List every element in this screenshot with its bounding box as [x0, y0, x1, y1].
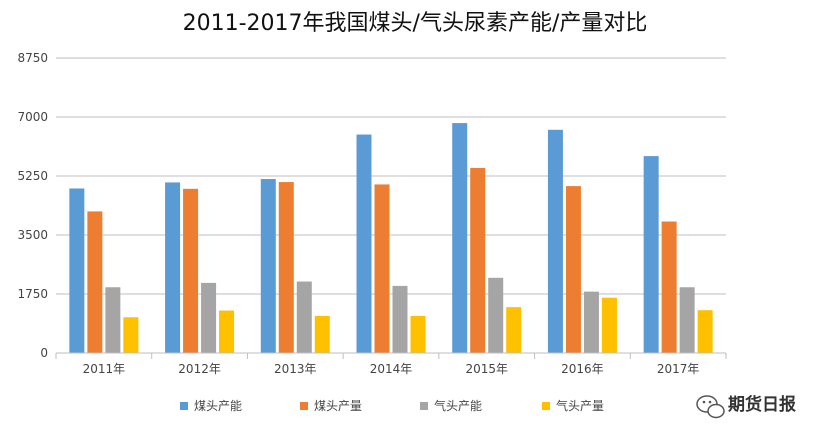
x-tick-label: 2017年 — [657, 362, 700, 376]
bars — [69, 123, 713, 353]
legend-item: 气头产量 — [542, 398, 604, 413]
bar — [583, 291, 599, 353]
bar — [488, 277, 504, 353]
wechat-icon — [696, 395, 725, 419]
bar — [661, 221, 677, 353]
bar — [314, 315, 330, 353]
y-tick-label: 0 — [40, 346, 48, 360]
bar — [547, 129, 563, 353]
bar — [278, 182, 294, 353]
bar — [410, 315, 426, 353]
x-tick-label: 2015年 — [465, 362, 508, 376]
y-axis-ticks: 0 1750 3500 5250 7000 8750 — [17, 51, 48, 360]
legend-item: 煤头产量 — [300, 399, 362, 413]
bar — [201, 282, 217, 353]
bar — [565, 186, 581, 353]
bar — [69, 188, 85, 353]
legend-swatch — [180, 402, 188, 410]
legend-label: 气头产量 — [556, 398, 604, 413]
bar — [643, 156, 659, 353]
bar — [452, 123, 468, 353]
x-axis: 2011年 2012年 2013年 2014年 2015年 2016年 2017年 — [55, 352, 727, 376]
grid-lines — [56, 57, 726, 354]
legend-item: 气头产能 — [420, 398, 482, 413]
bar — [296, 281, 312, 353]
bar — [260, 179, 276, 353]
legend: 煤头产能 煤头产量 气头产能 气头产量 — [180, 398, 604, 413]
bar — [697, 310, 713, 353]
y-tick-label: 7000 — [17, 110, 48, 124]
x-tick-label: 2011年 — [83, 362, 126, 376]
x-tick-label: 2013年 — [274, 362, 317, 376]
legend-item: 煤头产能 — [180, 399, 242, 413]
watermark-text: 期货日报 — [728, 394, 796, 415]
bar — [601, 297, 617, 353]
watermark: 期货日报 — [696, 394, 796, 419]
bar — [374, 184, 390, 353]
bar — [183, 188, 199, 353]
x-tick-label: 2014年 — [370, 362, 413, 376]
legend-swatch — [542, 402, 550, 410]
bar — [165, 182, 181, 353]
legend-swatch — [300, 402, 308, 410]
bar — [87, 211, 103, 353]
y-tick-label: 5250 — [17, 169, 48, 183]
x-tick-label: 2012年 — [178, 362, 221, 376]
chart-title: 2011-2017年我国煤头/气头尿素产能/产量对比 — [183, 11, 648, 36]
y-tick-label: 1750 — [17, 287, 48, 301]
legend-label: 气头产能 — [434, 398, 482, 413]
bar — [392, 285, 408, 353]
bar — [470, 167, 486, 353]
legend-label: 煤头产能 — [194, 399, 242, 413]
y-tick-label: 8750 — [17, 51, 48, 65]
bar — [506, 307, 522, 353]
bar — [105, 287, 121, 353]
legend-label: 煤头产量 — [314, 399, 362, 413]
bar — [356, 134, 372, 353]
bar — [123, 317, 139, 353]
y-tick-label: 3500 — [17, 228, 48, 242]
x-tick-label: 2016年 — [561, 362, 604, 376]
legend-swatch — [420, 402, 428, 410]
bar — [679, 287, 695, 353]
bar — [219, 310, 235, 353]
